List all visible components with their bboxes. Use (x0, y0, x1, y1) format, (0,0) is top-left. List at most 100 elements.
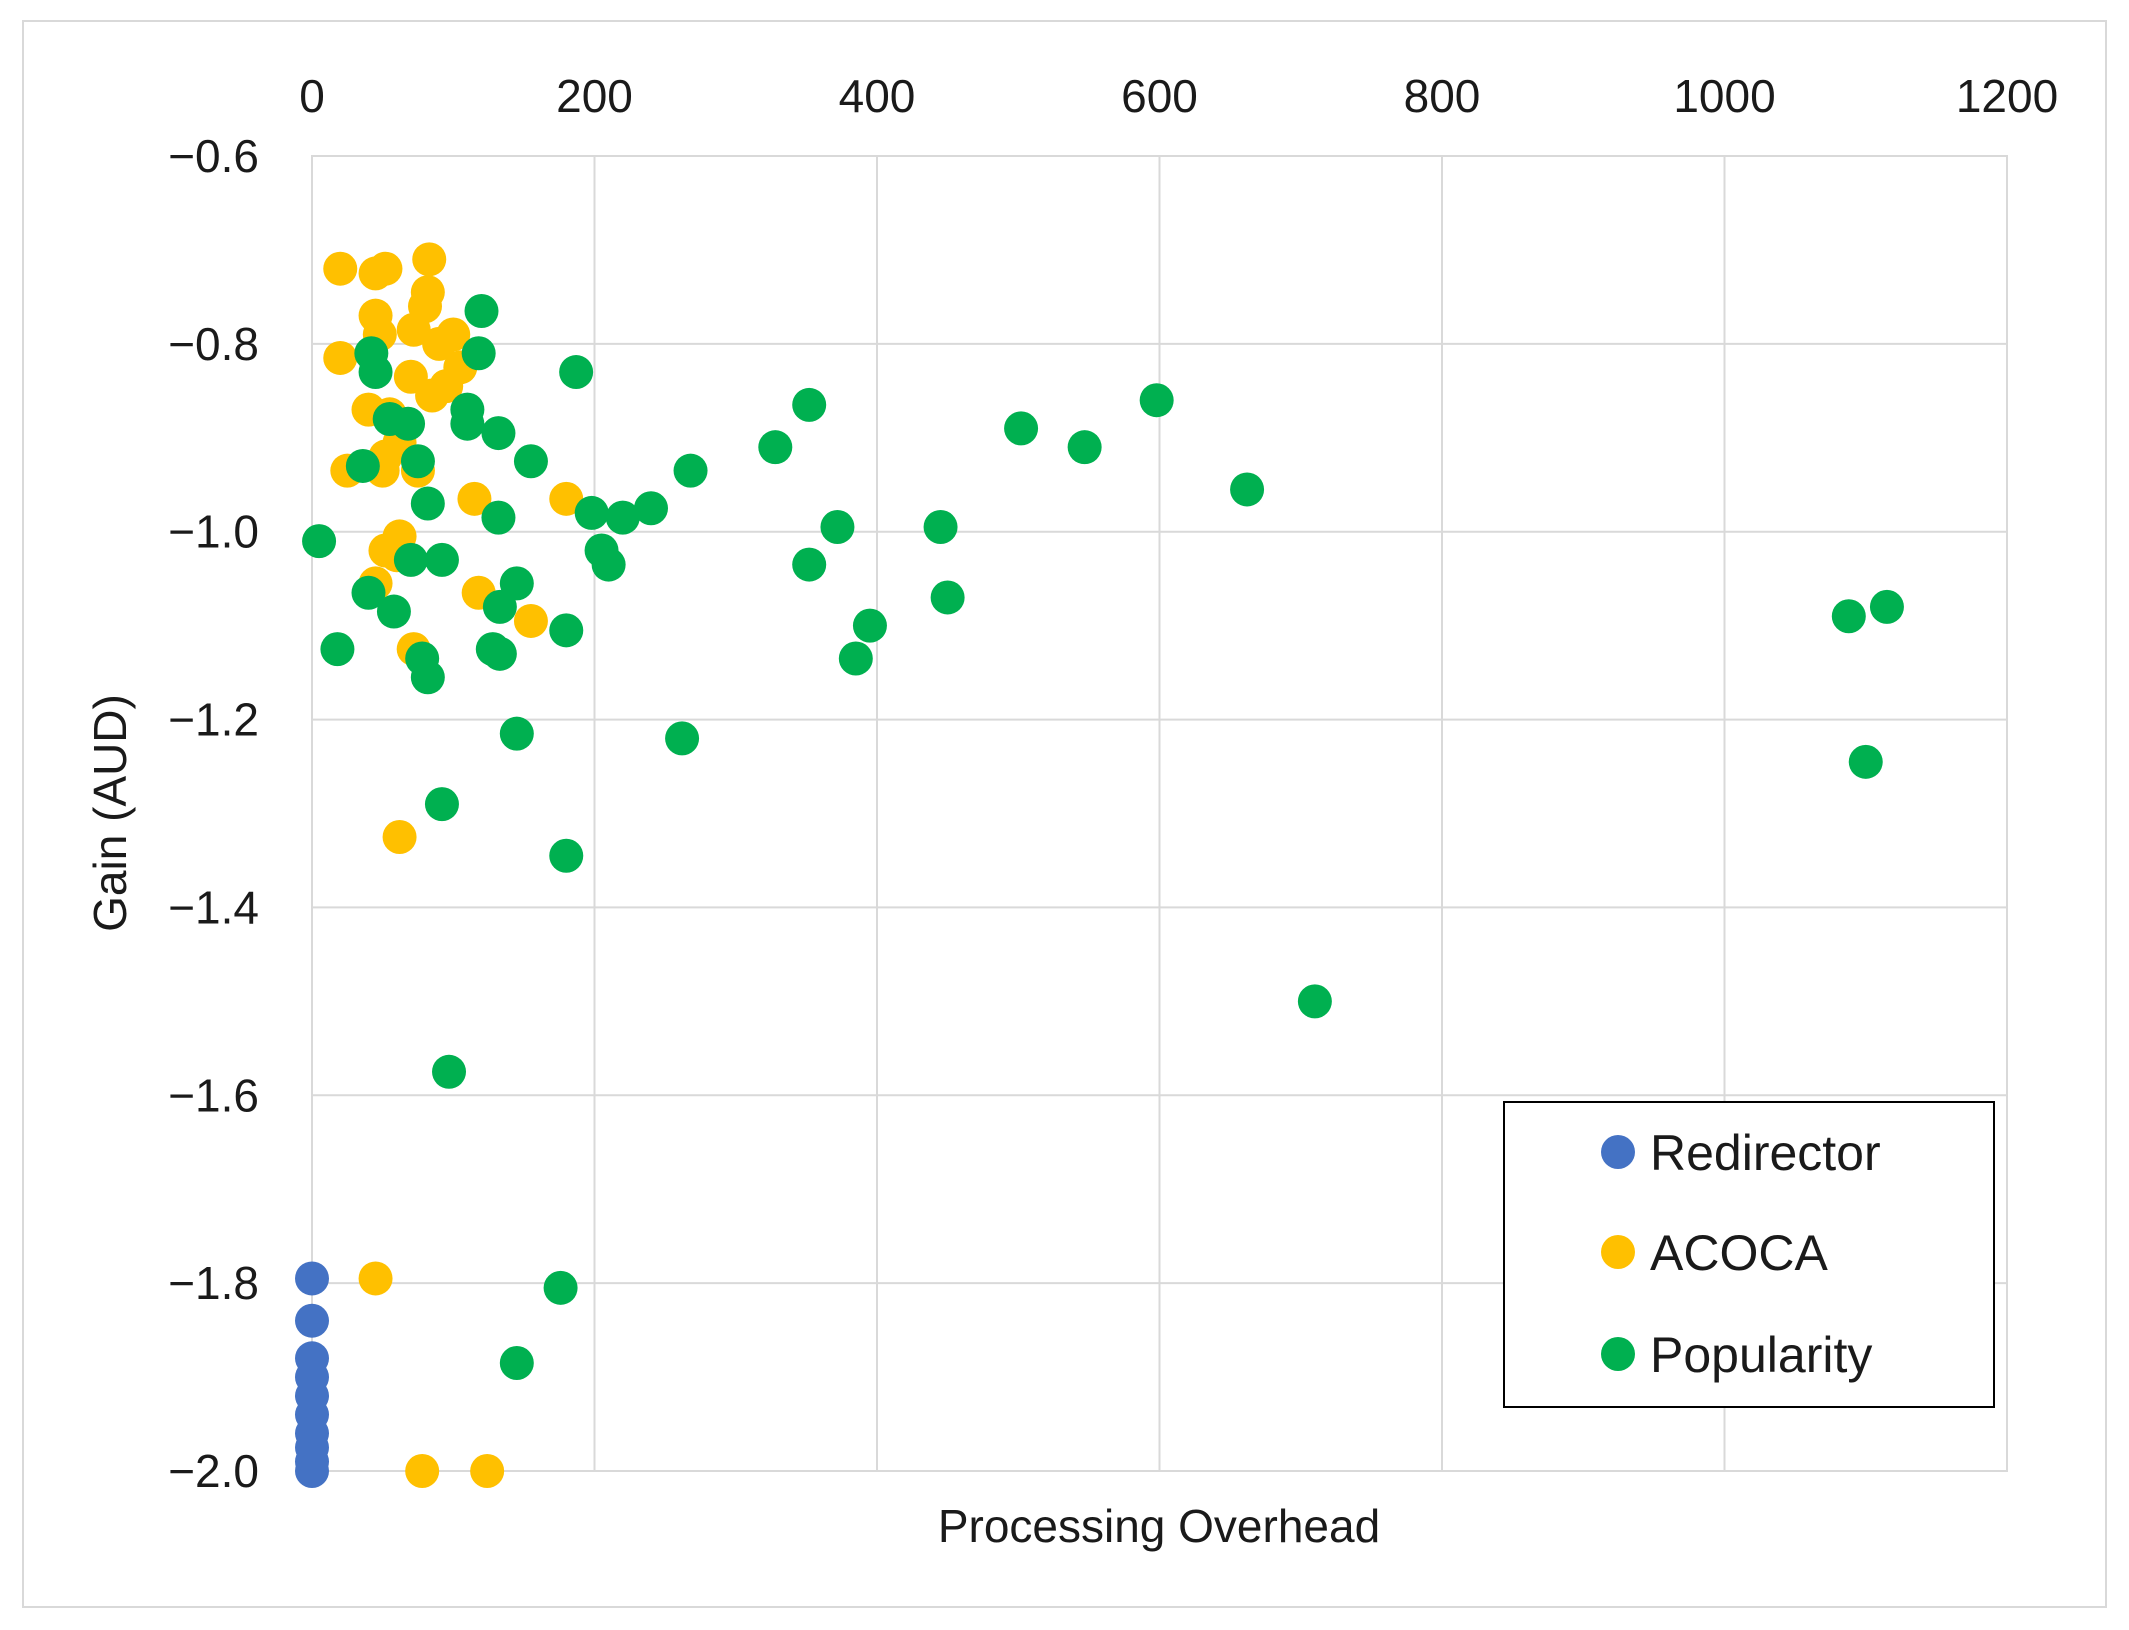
x-tick-label: 1000 (1673, 70, 1775, 122)
data-point-popularity (424, 787, 459, 822)
data-point-acoca (513, 603, 548, 638)
data-point-popularity (513, 444, 548, 479)
data-point-popularity (482, 589, 517, 624)
data-point-popularity (461, 336, 496, 371)
y-axis-title: Gain (AUD) (84, 694, 136, 932)
legend-marker-redirector (1601, 1135, 1635, 1169)
legend-box (1503, 1101, 1995, 1408)
data-point-popularity (499, 1345, 534, 1380)
legend-marker-acoca (1601, 1235, 1635, 1269)
data-point-popularity (792, 547, 827, 582)
data-point-popularity (464, 293, 499, 328)
y-tick-label: −1.4 (168, 881, 259, 933)
data-point-popularity (1067, 430, 1102, 465)
data-point-popularity (358, 355, 393, 390)
data-point-redirector (295, 1303, 329, 1338)
data-point-redirector (295, 1261, 329, 1296)
x-tick-label: 0 (299, 70, 325, 122)
data-point-popularity (1831, 599, 1866, 634)
data-point-popularity (499, 566, 534, 601)
x-tick-label: 800 (1404, 70, 1481, 122)
x-tick-label: 200 (556, 70, 633, 122)
data-point-popularity (482, 636, 517, 671)
data-point-popularity (424, 542, 459, 577)
y-axis-ticks: −0.6 −0.8 −1.0 −1.2 −1.4 −1.6 −1.8 −2.0 (168, 130, 259, 1497)
data-point-acoca (323, 251, 358, 286)
data-point-acoca (358, 1261, 393, 1296)
y-tick-label: −1.2 (168, 694, 259, 746)
data-point-popularity (302, 524, 337, 559)
y-tick-label: −0.6 (168, 130, 259, 182)
data-point-redirector (295, 1454, 329, 1488)
data-point-acoca (457, 481, 492, 516)
data-point-popularity (852, 608, 887, 643)
data-point-popularity (1297, 984, 1332, 1019)
data-point-popularity (605, 500, 640, 535)
data-point-acoca (396, 312, 431, 347)
data-point-popularity (481, 416, 516, 451)
data-point-popularity (410, 660, 445, 695)
x-tick-label: 1200 (1956, 70, 2058, 122)
data-point-popularity (665, 721, 700, 756)
data-point-popularity (549, 613, 584, 648)
data-points (295, 242, 1904, 1488)
legend-marker-popularity (1601, 1337, 1635, 1371)
y-tick-label: −0.8 (168, 318, 259, 370)
data-point-popularity (1869, 589, 1904, 624)
data-point-popularity (574, 495, 609, 530)
data-point-acoca (368, 251, 403, 286)
data-point-popularity (792, 387, 827, 422)
data-point-popularity (838, 641, 873, 676)
chart-frame: 0 200 400 600 800 1000 1200 −0.6 −0.8 −1.0 −1.2 −1… (22, 20, 2107, 1608)
x-axis-title: Processing Overhead (938, 1500, 1380, 1552)
legend-label-popularity: Popularity (1650, 1327, 1872, 1383)
y-tick-label: −1.6 (168, 1069, 259, 1121)
data-point-popularity (481, 500, 516, 535)
data-point-acoca (415, 378, 450, 413)
data-point-acoca (470, 1454, 505, 1488)
data-point-popularity (1230, 472, 1265, 507)
data-point-acoca (382, 819, 417, 854)
data-point-popularity (400, 444, 435, 479)
legend-label-acoca: ACOCA (1650, 1225, 1828, 1281)
data-point-popularity (559, 355, 594, 390)
legend-label-redirector: Redirector (1650, 1125, 1881, 1181)
data-point-popularity (591, 547, 626, 582)
data-point-popularity (391, 406, 426, 441)
data-point-acoca (405, 1454, 440, 1488)
data-point-popularity (923, 510, 958, 545)
data-point-popularity (410, 486, 445, 521)
data-point-popularity (345, 448, 380, 483)
data-point-popularity (351, 575, 386, 610)
x-tick-label: 600 (1121, 70, 1198, 122)
scatter-chart: 0 200 400 600 800 1000 1200 −0.6 −0.8 −1.0 −1.2 −1… (84, 70, 2058, 1552)
x-tick-label: 400 (839, 70, 916, 122)
data-point-popularity (543, 1270, 578, 1305)
data-point-acoca (323, 340, 358, 375)
data-point-popularity (376, 594, 411, 629)
data-point-popularity (634, 491, 668, 526)
data-point-popularity (499, 716, 534, 751)
data-point-acoca (412, 242, 447, 277)
data-point-popularity (450, 406, 485, 441)
y-tick-label: −1.8 (168, 1257, 259, 1309)
data-point-acoca (549, 481, 584, 516)
data-point-acoca (436, 317, 471, 352)
data-point-popularity (320, 632, 355, 667)
grid-lines (312, 156, 2007, 1471)
data-point-popularity (1848, 744, 1883, 779)
data-point-popularity (758, 430, 793, 465)
data-point-popularity (1004, 411, 1039, 446)
data-point-popularity (549, 838, 584, 873)
data-point-popularity (1139, 383, 1174, 418)
data-point-popularity (930, 580, 965, 615)
data-point-popularity (673, 453, 708, 488)
data-point-popularity (820, 510, 855, 545)
y-tick-label: −1.0 (168, 506, 259, 558)
data-point-popularity (432, 1054, 467, 1089)
data-point-popularity (393, 542, 428, 577)
y-tick-label: −2.0 (168, 1445, 259, 1497)
x-axis-ticks: 0 200 400 600 800 1000 1200 (299, 70, 2058, 122)
legend: Redirector ACOCA Popularity (1503, 1101, 1995, 1408)
plot-area-border (311, 155, 2008, 1472)
